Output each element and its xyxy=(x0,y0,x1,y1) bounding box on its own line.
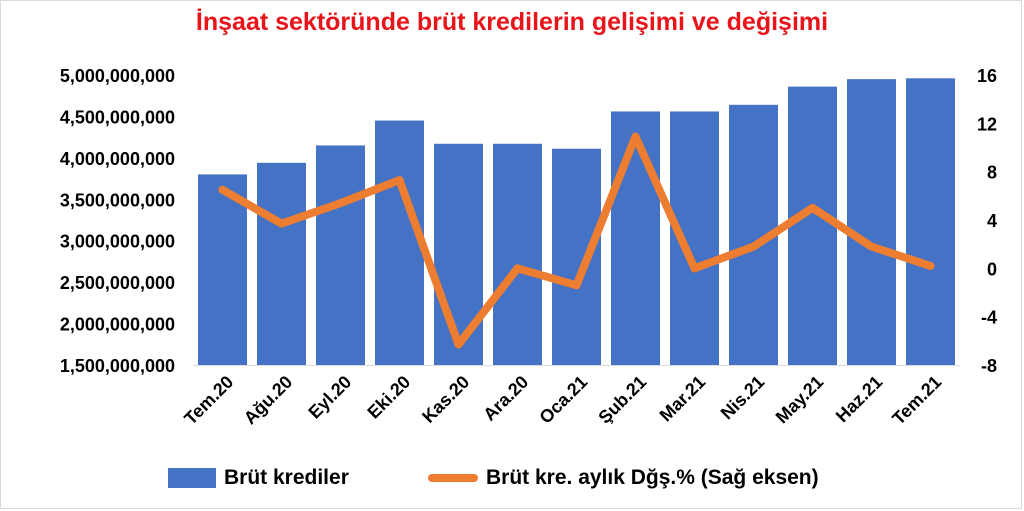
bar xyxy=(198,174,247,365)
x-axis-tick-label: Nis.21 xyxy=(717,372,769,424)
x-axis: Tem.20 Ağu.20 Eyl.20 Eki.20 Kas.20 Ara.20 Oca.… xyxy=(180,365,960,429)
legend-item-line: Brüt kre. aylık Dğş.% (Sağ eksen) xyxy=(428,466,819,490)
left-axis-tick-label: 4,000,000,000 xyxy=(60,149,175,169)
bar xyxy=(316,145,365,365)
bar xyxy=(375,120,424,365)
left-axis-tick-label: 3,500,000,000 xyxy=(60,190,175,210)
left-axis: 1,500,000,000 2,000,000,000 2,500,000,000 3… xyxy=(60,66,175,376)
legend-item-bars: Brüt krediler xyxy=(168,466,349,490)
line-series-group xyxy=(218,132,935,349)
x-axis-tick-label: Ara.20 xyxy=(479,372,532,425)
line-point xyxy=(218,185,227,194)
x-axis-tick-label: Eyl.20 xyxy=(304,372,355,423)
x-axis-tick-label: May.21 xyxy=(772,372,828,428)
line-point xyxy=(572,281,581,290)
left-axis-tick-label: 5,000,000,000 xyxy=(60,66,175,86)
x-axis-tick-label: Haz.21 xyxy=(832,372,886,426)
line-point xyxy=(395,176,404,185)
line-point xyxy=(277,219,286,228)
x-axis-tick-label: Ağu.20 xyxy=(240,372,297,429)
bar xyxy=(611,111,660,365)
line-point xyxy=(926,261,935,270)
x-axis-tick-label: Mar.21 xyxy=(656,372,710,426)
bar xyxy=(552,148,601,365)
right-axis-tick-label: 0 xyxy=(987,259,997,279)
right-axis-tick-label: 8 xyxy=(987,163,997,183)
line-point xyxy=(631,132,640,141)
right-axis-tick-label: 12 xyxy=(977,114,997,134)
x-axis-tick-label: Tem.20 xyxy=(180,372,237,429)
left-axis-tick-label: 3,000,000,000 xyxy=(60,232,175,252)
bar xyxy=(788,86,837,365)
left-axis-tick-label: 4,500,000,000 xyxy=(60,107,175,127)
right-axis: -8 -4 0 4 8 12 16 xyxy=(977,66,997,376)
bar xyxy=(434,143,483,365)
line-point xyxy=(867,242,876,251)
chart-title: İnşaat sektöründe brüt kredilerin gelişi… xyxy=(195,8,829,36)
right-axis-tick-label: -8 xyxy=(981,356,997,376)
x-axis-tick-label: Eki.20 xyxy=(363,372,414,423)
legend-label-line: Brüt kre. aylık Dğş.% (Sağ eksen) xyxy=(486,466,819,489)
line-point xyxy=(690,264,699,273)
legend-label-bars: Brüt krediler xyxy=(224,466,349,489)
bar xyxy=(257,162,306,365)
x-axis-tick-label: Tem.21 xyxy=(888,372,945,429)
line-point xyxy=(513,264,522,273)
left-axis-tick-label: 1,500,000,000 xyxy=(60,356,175,376)
left-axis-tick-label: 2,000,000,000 xyxy=(60,315,175,335)
right-axis-tick-label: -4 xyxy=(981,308,997,328)
x-axis-tick-label: Şub.21 xyxy=(594,372,650,428)
line-point xyxy=(808,203,817,212)
right-axis-tick-label: 16 xyxy=(977,66,997,86)
bar xyxy=(906,78,955,366)
x-axis-tick-label: Kas.20 xyxy=(418,372,473,427)
x-axis-tick-label: Oca.21 xyxy=(535,372,591,428)
legend-swatch-line xyxy=(428,474,478,482)
bar xyxy=(847,79,896,366)
line-point xyxy=(454,340,463,349)
legend: Brüt krediler Brüt kre. aylık Dğş.% (Sağ… xyxy=(0,466,1024,502)
legend-swatch-bar xyxy=(168,468,216,488)
left-axis-tick-label: 2,500,000,000 xyxy=(60,273,175,293)
line-point xyxy=(336,199,345,208)
bar-series-group xyxy=(198,78,955,366)
bar xyxy=(493,143,542,365)
right-axis-tick-label: 4 xyxy=(987,211,997,231)
line-point xyxy=(749,242,758,251)
